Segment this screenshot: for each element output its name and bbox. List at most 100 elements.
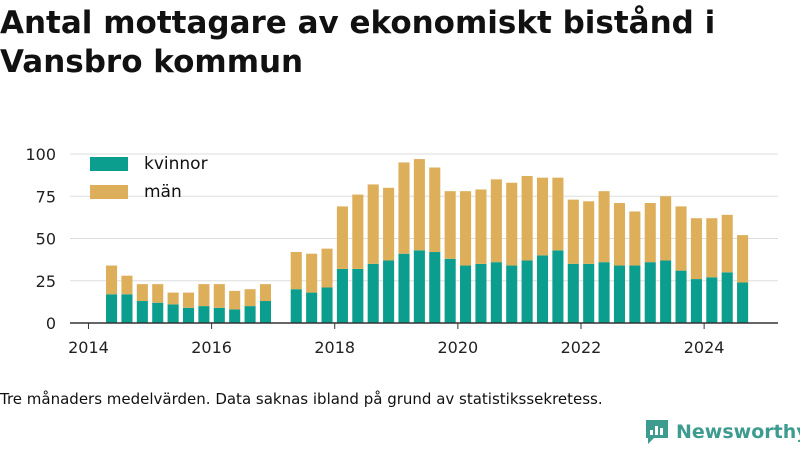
bar-man [429, 167, 441, 253]
bar-kvinnor [721, 272, 733, 323]
bar-man [737, 235, 749, 283]
bar-man [490, 179, 502, 263]
y-tick-label: 0 [46, 314, 56, 333]
legend-swatch-man [90, 185, 128, 199]
bar-man [182, 292, 195, 308]
bar-man [629, 211, 641, 266]
legend-item-man: män [90, 178, 208, 206]
bar-kvinnor [136, 301, 148, 323]
bar-man [306, 253, 318, 293]
axes: 0 25 50 75 100 2014 2016 2018 2020 2022 2024 [25, 145, 778, 357]
bar-kvinnor [244, 306, 256, 323]
bar-kvinnor [383, 260, 395, 323]
bar-man [475, 189, 487, 264]
bar-kvinnor [413, 250, 425, 323]
bar-man [383, 187, 395, 261]
bar-man [244, 289, 256, 307]
bar-kvinnor [460, 265, 472, 323]
bar-kvinnor [706, 277, 718, 323]
bar-man [290, 252, 302, 290]
bar-kvinnor [444, 258, 456, 323]
x-tick-label: 2020 [438, 338, 479, 357]
bar-kvinnor [429, 252, 441, 323]
bar-man [536, 177, 549, 256]
chart-title: Antal mottagare av ekonomiskt bistånd i … [0, 5, 716, 80]
y-tick-label: 50 [36, 230, 56, 249]
bar-kvinnor [213, 307, 225, 323]
bar-kvinnor [475, 263, 487, 323]
bar-kvinnor [583, 263, 595, 323]
bar-kvinnor [259, 301, 272, 323]
bar-kvinnor [167, 304, 179, 323]
bar-man [121, 275, 133, 295]
caption: Tre månaders medelvärden. Data saknas ib… [0, 390, 603, 408]
bar-man [506, 182, 518, 266]
bar-kvinnor [490, 262, 502, 323]
bar-man [259, 284, 272, 302]
legend: kvinnor män [90, 150, 208, 206]
bar-kvinnor [629, 265, 641, 323]
bar-man [198, 284, 210, 307]
bar-kvinnor [321, 287, 333, 323]
bar-kvinnor [367, 263, 379, 323]
y-tick-label: 25 [36, 272, 56, 291]
x-tick-label: 2016 [191, 338, 232, 357]
bar-man [690, 218, 702, 280]
bar-man [721, 214, 733, 273]
bar-man [613, 203, 626, 266]
bar-kvinnor [737, 282, 749, 323]
bar-kvinnor [660, 260, 672, 323]
legend-swatch-kvinnor [90, 157, 128, 171]
legend-item-kvinnor: kvinnor [90, 150, 208, 178]
bar-kvinnor [552, 250, 564, 323]
bar-man [336, 206, 348, 269]
bar-kvinnor [352, 268, 364, 323]
bar-kvinnor [521, 260, 533, 323]
bars [106, 159, 749, 323]
bar-man [398, 162, 410, 254]
bar-kvinnor [598, 262, 610, 323]
bar-kvinnor [306, 292, 318, 323]
bar-man [167, 292, 179, 305]
bar-kvinnor [182, 307, 195, 323]
bar-man [444, 191, 456, 259]
bar-kvinnor [613, 265, 626, 323]
legend-label-kvinnor: kvinnor [144, 154, 208, 174]
bar-kvinnor [506, 265, 518, 323]
bar-kvinnor [398, 253, 410, 323]
bar-man [352, 194, 364, 269]
y-tick-label: 100 [25, 145, 56, 164]
bar-man [675, 206, 687, 271]
bar-kvinnor [536, 255, 549, 323]
bar-man [367, 184, 379, 264]
bar-man [567, 199, 579, 264]
x-tick-label: 2018 [314, 338, 355, 357]
bar-kvinnor [690, 279, 702, 323]
newsworthy-icon [646, 420, 668, 444]
brand-name: Newsworthy [676, 421, 800, 443]
bar-man [660, 196, 672, 261]
stacked-bar-chart: 0 25 50 75 100 2014 2016 2018 2020 2022 2024 [25, 145, 778, 357]
bar-kvinnor [644, 262, 656, 323]
bar-man [460, 191, 472, 266]
bar-kvinnor [229, 309, 241, 323]
bar-kvinnor [336, 268, 348, 323]
bar-man [229, 290, 241, 310]
bar-kvinnor [106, 294, 118, 323]
bar-kvinnor [198, 306, 210, 323]
bar-man [706, 218, 718, 278]
x-tick-label: 2022 [561, 338, 602, 357]
bar-man [644, 203, 656, 263]
legend-label-man: män [144, 182, 182, 202]
bar-kvinnor [152, 302, 164, 323]
y-tick-label: 75 [36, 187, 56, 206]
bar-kvinnor [567, 263, 579, 323]
bar-man [136, 284, 148, 302]
brand-logo[interactable]: Newsworthy [644, 418, 800, 446]
bar-man [152, 284, 164, 303]
bar-man [213, 284, 225, 308]
bar-man [521, 175, 533, 261]
bar-man [598, 191, 610, 263]
bar-kvinnor [675, 270, 687, 323]
bar-man [583, 201, 595, 264]
